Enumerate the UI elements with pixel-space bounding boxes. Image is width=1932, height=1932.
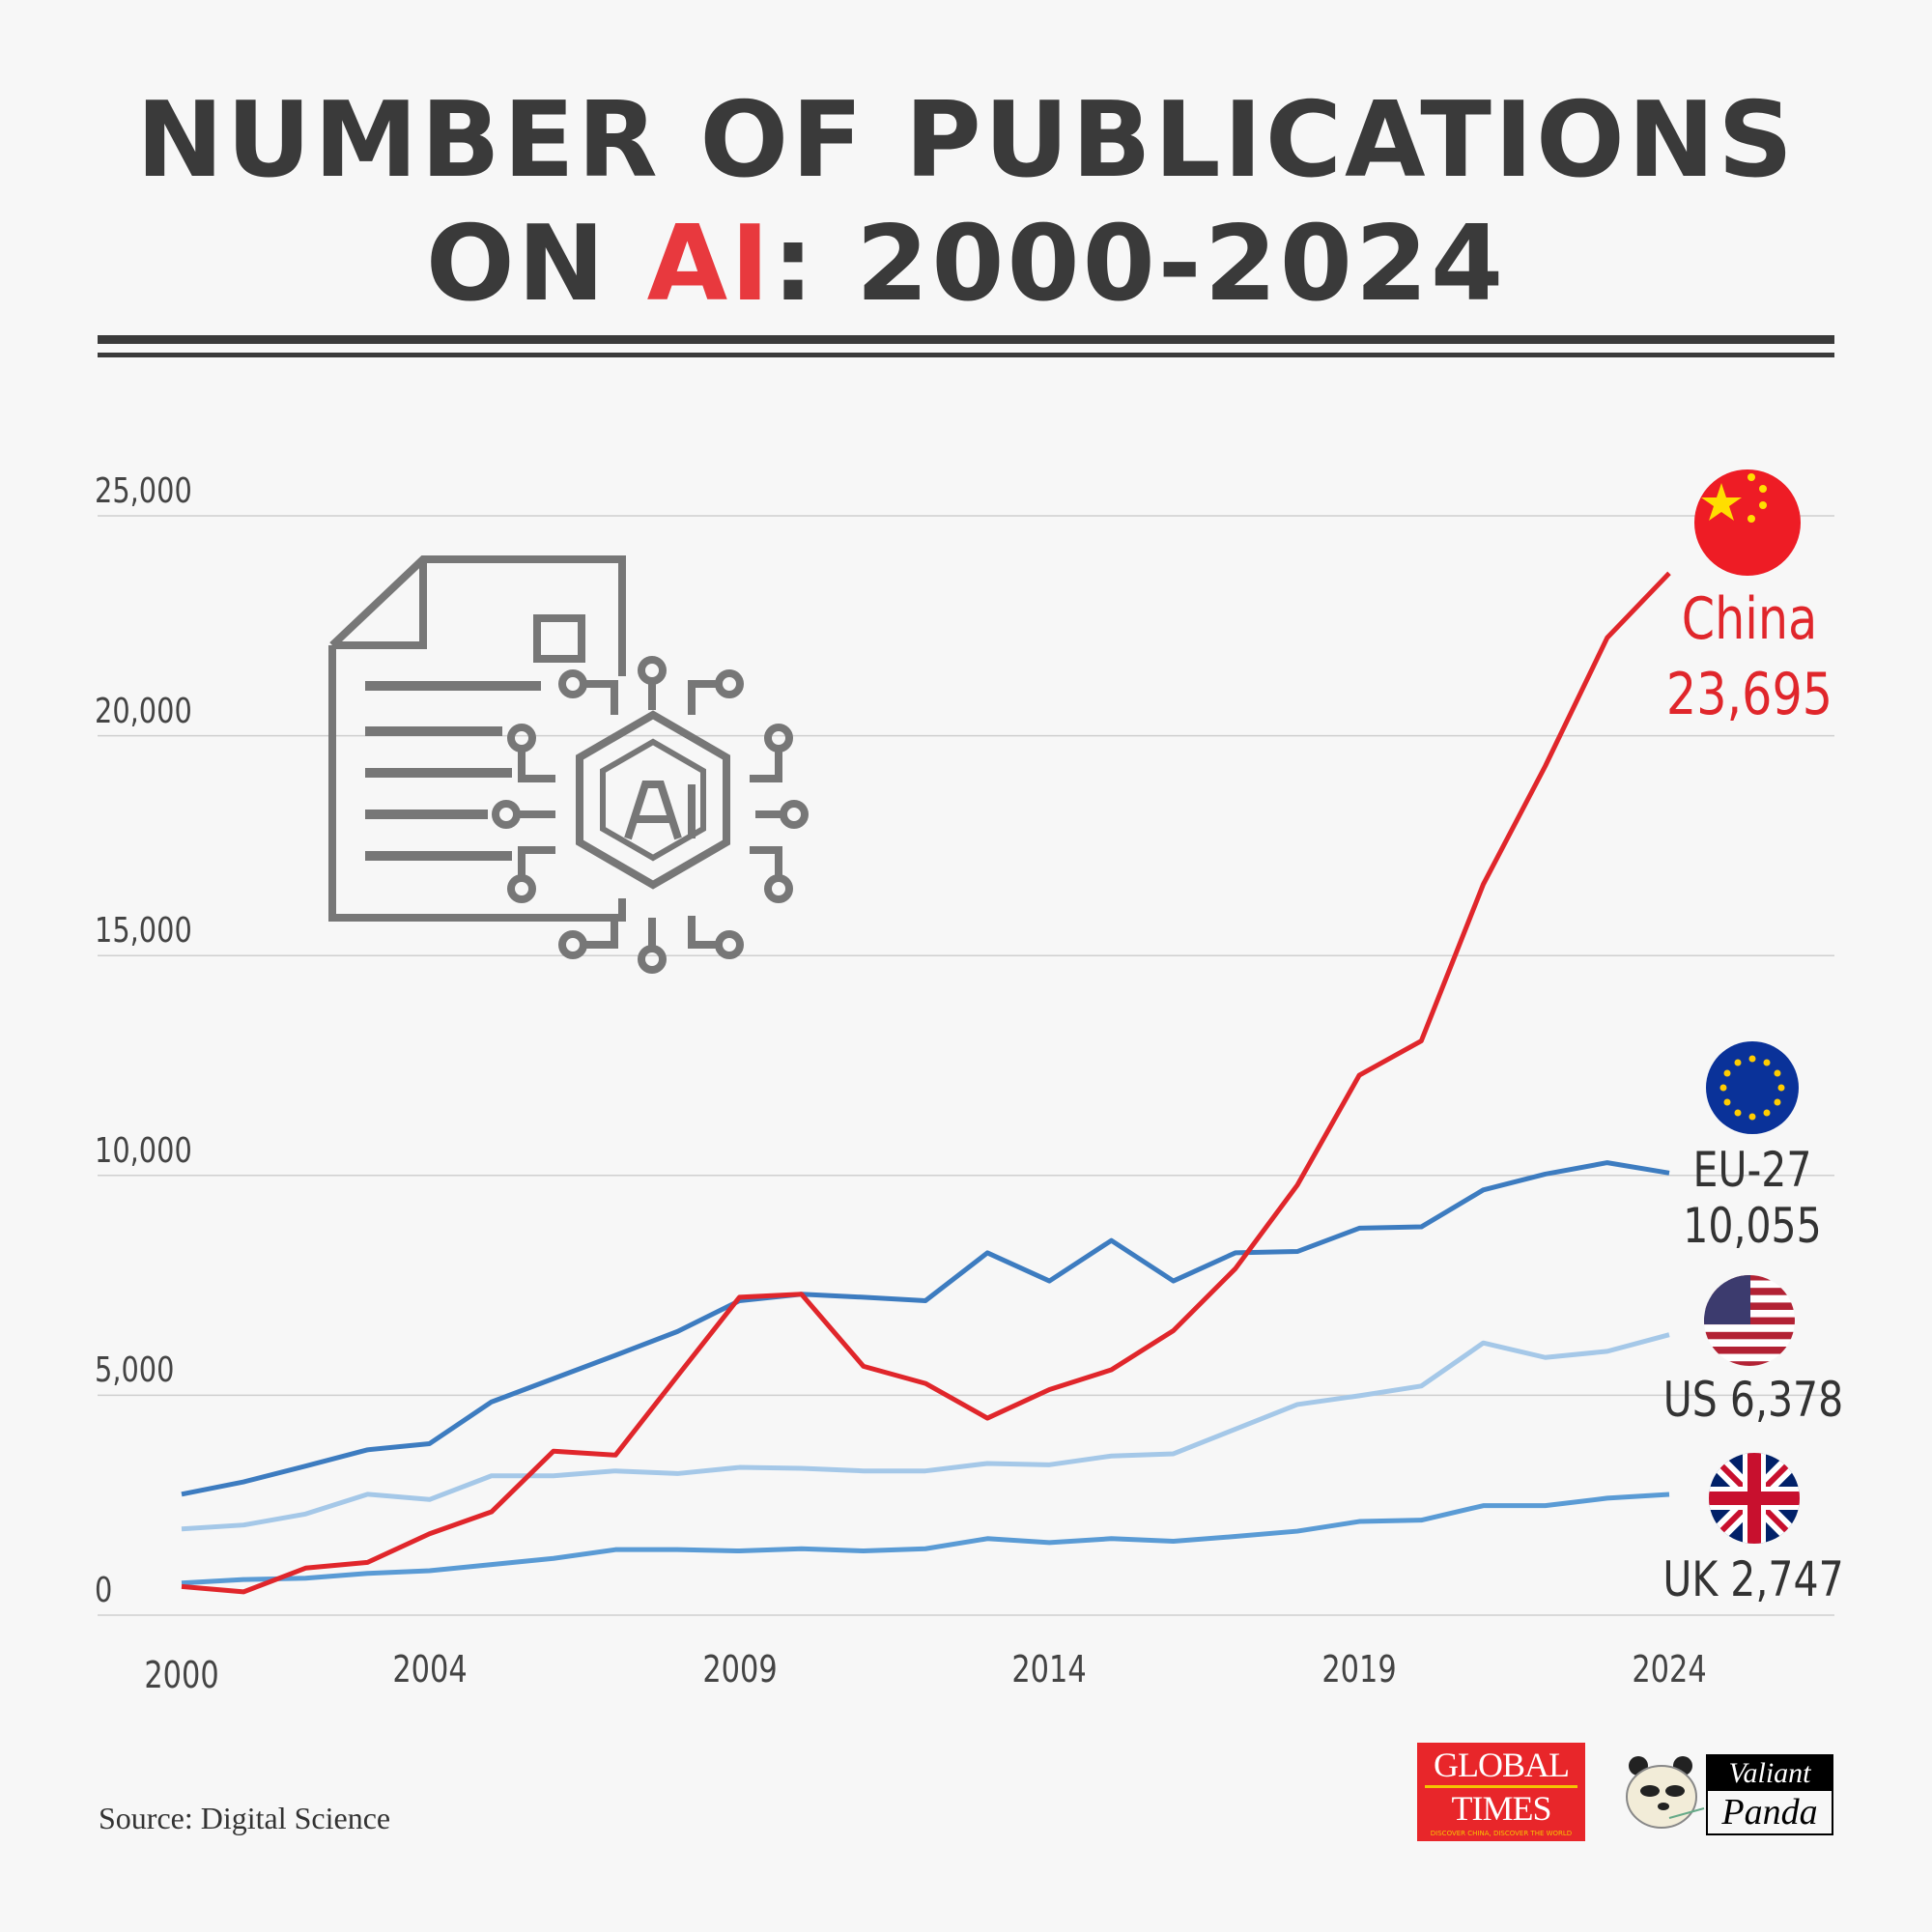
series-line-uk	[181, 1492, 1670, 1586]
valiant-panda-logo: Valiant Panda	[1706, 1754, 1833, 1835]
eu-star	[1748, 1113, 1756, 1121]
y-tick-label: 10,000	[95, 1130, 192, 1171]
us-flag-icon	[1704, 1275, 1795, 1366]
eu-star	[1774, 1098, 1781, 1106]
eu-star	[1777, 1084, 1785, 1092]
us-name: US	[1662, 1372, 1718, 1428]
eu-star	[1763, 1059, 1771, 1066]
eu-flag-icon	[1706, 1041, 1799, 1134]
series-line-us	[181, 1332, 1670, 1532]
y-tick-label: 15,000	[95, 911, 192, 952]
uk-name: UK	[1662, 1551, 1719, 1607]
us-label: US 6,378	[1663, 1374, 1843, 1427]
uk-flag-icon	[1709, 1453, 1800, 1544]
x-tick-label: 2024	[1632, 1648, 1707, 1690]
panda-icon	[1623, 1754, 1706, 1832]
us-canton	[1704, 1275, 1750, 1324]
us-stripe	[1704, 1331, 1795, 1340]
us-stripe	[1704, 1361, 1795, 1366]
china-flag-icon	[1694, 469, 1801, 576]
global-times-logo: GLOBAL TIMES DISCOVER CHINA, DISCOVER TH…	[1417, 1743, 1585, 1841]
eu-label: EU-27	[1692, 1142, 1812, 1198]
title-accent: AI	[646, 204, 773, 325]
source-note: Source: Digital Science	[99, 1801, 391, 1835]
eu-star	[1719, 1084, 1727, 1092]
us-stripe	[1704, 1353, 1795, 1362]
eu-value: 10,055	[1683, 1198, 1822, 1254]
y-tick-label: 20,000	[95, 691, 192, 731]
us-value: 6,378	[1729, 1372, 1844, 1428]
eu-star	[1723, 1069, 1731, 1077]
x-tick-label: 2019	[1321, 1648, 1397, 1690]
y-tick-label: 25,000	[95, 471, 192, 511]
series-line-china	[181, 571, 1671, 1595]
uk-value: 2,747	[1730, 1551, 1844, 1607]
title-suffix: : 2000-2024	[772, 204, 1507, 325]
x-tick-label: 2009	[701, 1648, 778, 1690]
eu-star	[1763, 1109, 1771, 1117]
title-prefix: ON	[425, 204, 647, 325]
uk-label: UK 2,747	[1662, 1553, 1843, 1606]
y-tick-label: 5,000	[95, 1350, 175, 1391]
eu-star	[1774, 1069, 1781, 1077]
title-line-2: ON AI: 2000-2024	[0, 213, 1932, 317]
eu-star	[1748, 1055, 1756, 1063]
title-line-1: NUMBER OF PUBLICATIONS	[135, 80, 1797, 201]
china-value: 23,695	[1665, 661, 1833, 728]
series-line-eu-27	[181, 1160, 1670, 1497]
eu-star	[1734, 1109, 1742, 1117]
eu-star	[1723, 1098, 1731, 1106]
us-stripe	[1704, 1347, 1795, 1354]
ai-document-icon	[328, 555, 809, 974]
x-tick-label: 2000	[144, 1654, 219, 1696]
china-label: China	[1681, 585, 1818, 653]
us-stripe	[1704, 1339, 1795, 1347]
eu-star	[1734, 1059, 1742, 1066]
title-rule-thin	[98, 353, 1834, 357]
x-tick-label: 2004	[391, 1648, 468, 1690]
us-stripe	[1704, 1324, 1795, 1332]
title-rule-thick	[98, 335, 1834, 344]
y-tick-label: 0	[95, 1571, 113, 1610]
x-tick-label: 2014	[1011, 1648, 1088, 1690]
